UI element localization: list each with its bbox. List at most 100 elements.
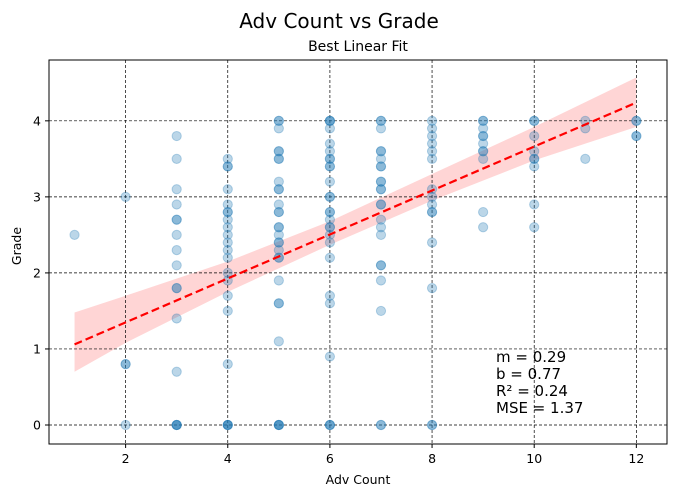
data-point [324, 153, 336, 164]
data-point [375, 115, 387, 126]
data-point [120, 191, 131, 202]
data-point [426, 199, 438, 210]
y-tick-label: 2 [33, 265, 41, 280]
data-point [375, 260, 387, 271]
x-tick-label: 12 [628, 451, 644, 466]
data-point [222, 419, 233, 431]
data-point [375, 199, 387, 210]
data-point [478, 222, 489, 233]
data-point [426, 146, 438, 157]
data-point [375, 161, 387, 172]
data-point [222, 222, 233, 233]
data-point [529, 161, 540, 172]
data-point [375, 275, 387, 286]
data-point [529, 115, 540, 126]
data-point [273, 115, 284, 126]
data-point [222, 419, 233, 431]
data-point [171, 283, 182, 294]
data-point [324, 419, 336, 431]
data-point [324, 176, 336, 187]
data-point [324, 146, 336, 157]
axes-title: Best Linear Fit [308, 39, 408, 55]
data-point [171, 419, 182, 431]
fit-line-group [74, 101, 637, 346]
data-point [120, 359, 131, 370]
fit-stat-line: m = 0.29 [496, 348, 566, 366]
data-point [426, 237, 438, 248]
data-point [324, 222, 336, 233]
data-point [324, 123, 336, 134]
data-point [375, 176, 387, 187]
data-point [375, 419, 387, 431]
data-point [273, 419, 284, 431]
data-point [171, 419, 182, 431]
data-point [324, 115, 336, 126]
data-point [171, 214, 182, 225]
fit-stat-line: R² = 0.24 [496, 382, 568, 400]
data-point [426, 115, 438, 126]
data-point [222, 237, 233, 248]
data-point [171, 419, 182, 431]
data-point [171, 199, 182, 210]
data-point [171, 419, 182, 431]
data-point [273, 184, 284, 195]
data-point [478, 123, 489, 134]
data-point [426, 419, 438, 431]
x-tick-label: 2 [122, 451, 130, 466]
data-point [171, 313, 182, 324]
fit-stat-line: b = 0.77 [496, 365, 561, 383]
data-point [273, 115, 284, 126]
data-point [69, 229, 80, 240]
data-point [273, 184, 284, 195]
data-point [273, 336, 284, 347]
data-point [375, 214, 387, 225]
data-point [375, 184, 387, 195]
data-point [222, 252, 233, 263]
data-point [478, 146, 489, 157]
data-point [171, 130, 182, 142]
data-point [478, 130, 489, 142]
data-point [324, 138, 336, 149]
data-point [529, 130, 540, 142]
data-point [529, 115, 540, 126]
x-tick-label: 10 [526, 451, 542, 466]
data-point [222, 267, 233, 279]
data-point [222, 153, 233, 164]
data-point [324, 206, 336, 218]
data-point [375, 123, 387, 134]
data-point [273, 419, 284, 431]
x-tick-label: 4 [224, 451, 232, 466]
data-point [529, 146, 540, 157]
data-point [273, 419, 284, 431]
data-point [631, 130, 642, 142]
data-point [324, 419, 336, 431]
data-point [324, 351, 336, 362]
data-point [375, 199, 387, 210]
data-point [375, 222, 387, 233]
x-tick-label: 8 [428, 451, 436, 466]
data-point [426, 419, 438, 431]
data-point [171, 214, 182, 225]
data-point [426, 138, 438, 149]
data-point [273, 419, 284, 431]
data-point [375, 305, 387, 317]
data-point [222, 359, 233, 370]
x-axis-label: Adv Count [326, 472, 391, 487]
data-point [273, 153, 284, 164]
data-point [529, 222, 540, 233]
data-point [631, 115, 642, 126]
data-point [324, 214, 336, 225]
data-point [222, 184, 233, 195]
data-point [375, 184, 387, 195]
data-point [324, 191, 336, 202]
data-point [171, 260, 182, 271]
data-point [478, 206, 489, 218]
data-point [171, 366, 182, 377]
data-point [222, 229, 233, 240]
data-point [324, 252, 336, 263]
data-point [375, 146, 387, 157]
data-point [171, 153, 182, 164]
data-point [273, 237, 284, 248]
